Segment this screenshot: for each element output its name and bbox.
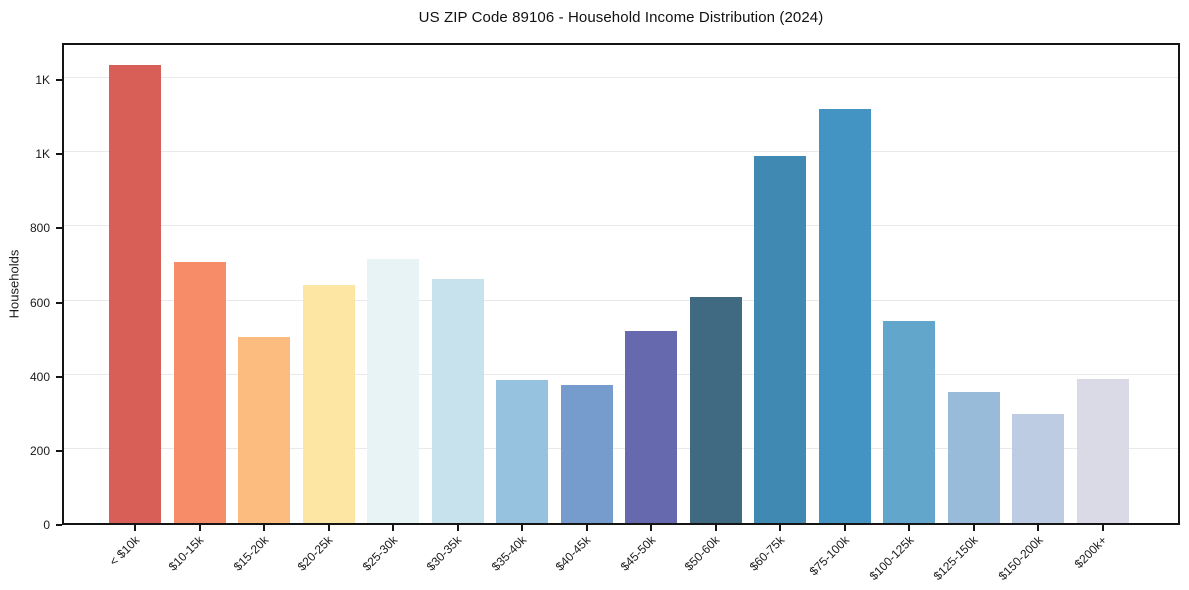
bar: [173, 261, 226, 523]
bar: [431, 279, 484, 523]
x-axis-tick-label-text: $45-50k: [617, 533, 659, 574]
x-axis-tick-label-text: $125-150k: [930, 533, 981, 584]
bar: [754, 155, 807, 523]
y-axis-tick-label: 400: [29, 369, 50, 384]
y-axis-tick-label: 0: [43, 518, 50, 532]
y-axis-tick: [56, 227, 62, 230]
x-axis-tick: [714, 525, 717, 531]
bar: [302, 285, 355, 523]
x-axis-tick: [198, 525, 201, 531]
gridline: [64, 299, 1178, 301]
bar: [1012, 413, 1065, 523]
x-axis-tick: [1037, 525, 1040, 531]
y-axis-tick: [56, 153, 62, 156]
x-axis-tick-label-text: $25-30k: [359, 533, 401, 574]
bar: [883, 320, 936, 523]
x-axis-tick-label-text: < $10k: [106, 533, 142, 569]
x-axis-tick-label-text: $30-35k: [423, 533, 465, 574]
x-axis-tick: [972, 525, 975, 531]
x-axis-tick-label-text: $150-200k: [995, 533, 1046, 584]
x-axis-tick-label-text: $20-25k: [294, 533, 336, 574]
bar: [560, 384, 613, 523]
x-axis-tick-label-text: $50-60k: [682, 533, 723, 574]
x-axis-tick: [779, 525, 782, 531]
x-axis-tick: [392, 525, 395, 531]
bar: [496, 379, 549, 523]
y-axis-tick: [56, 375, 62, 378]
bar: [109, 64, 161, 523]
gridline: [64, 77, 1178, 79]
x-axis-tick: [908, 525, 911, 531]
x-axis-tick: [134, 525, 136, 531]
y-axis-tick: [56, 449, 62, 452]
x-axis-tick: [650, 525, 653, 531]
x-axis-tick: [456, 525, 459, 531]
y-axis-tick-label: 200: [29, 443, 50, 458]
y-axis-tick: [56, 301, 62, 304]
x-axis-tick: [1102, 525, 1104, 531]
x-axis-tick: [327, 525, 330, 531]
gridline: [64, 373, 1178, 375]
x-axis-tick-label-text: $10-15k: [165, 533, 207, 574]
x-axis-tick-label-text: $75-100k: [806, 533, 852, 579]
x-axis-tick: [843, 525, 846, 531]
x-axis-tick-label-text: $200k+: [1071, 533, 1110, 571]
chart-title: US ZIP Code 89106 - Household Income Dis…: [418, 9, 824, 26]
y-axis-tick-label: 800: [29, 221, 50, 236]
x-axis-tick-label-text: $15-20k: [230, 533, 271, 574]
y-axis-tick: [56, 524, 62, 526]
x-axis-tick: [521, 525, 524, 531]
plot-area: [62, 43, 1180, 525]
gridline: [64, 151, 1178, 153]
bar: [1077, 378, 1129, 523]
x-axis-tick: [263, 525, 266, 531]
y-axis-tick-label: 1K: [35, 73, 50, 88]
bar: [625, 330, 678, 523]
x-axis-tick: [585, 525, 588, 531]
bar: [818, 108, 871, 523]
bar: [947, 392, 1000, 523]
x-axis-tick-label-text: $35-40k: [488, 533, 530, 574]
x-axis-tick-label-text: $100-125k: [866, 533, 917, 584]
bar: [238, 336, 291, 523]
x-axis-tick-label-text: $60-75k: [746, 533, 788, 574]
gridline: [64, 225, 1178, 227]
x-axis-tick-label-text: $40-45k: [553, 533, 594, 574]
y-axis-tick-label: 600: [29, 295, 50, 310]
gridline: [64, 447, 1178, 449]
y-axis-tick-label: 1K: [35, 147, 50, 162]
bar: [367, 258, 420, 523]
y-axis-tick: [56, 79, 62, 82]
bar: [689, 296, 742, 523]
